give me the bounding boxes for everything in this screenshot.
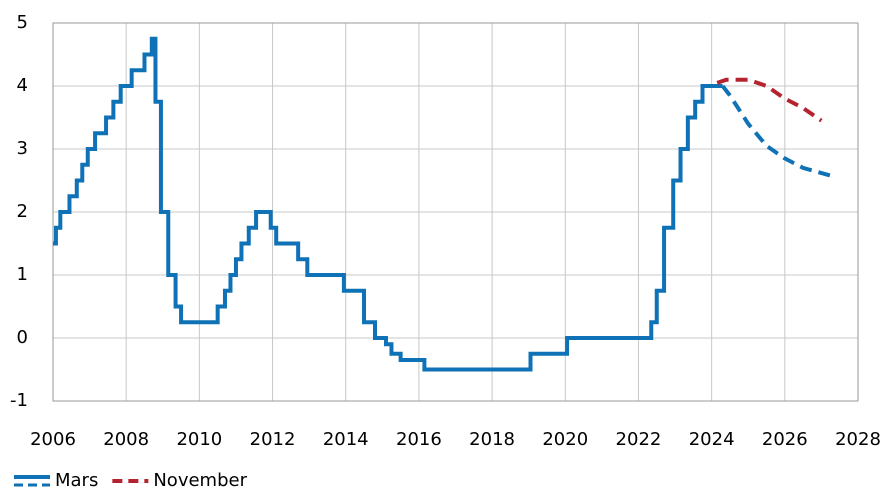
y-tick-label: -1 [10,390,28,411]
x-tick-label: 2020 [542,429,588,450]
y-tick-label: 4 [17,75,28,96]
x-tick-label: 2028 [835,429,881,450]
y-tick-label: 3 [17,138,28,159]
x-tick-label: 2014 [323,429,369,450]
plot-frame [52,22,859,402]
y-tick-label: 5 [17,12,28,33]
x-tick-label: 2006 [30,429,76,450]
x-tick-label: 2026 [762,429,808,450]
y-tick-label: 1 [17,264,28,285]
x-tick-label: 2012 [250,429,296,450]
x-tick-label: 2022 [616,429,662,450]
legend-label: November [153,470,247,490]
x-tick-label: 2016 [396,429,442,450]
forecast-line [721,84,833,179]
forecast-line [716,77,823,123]
y-tick-label: 2 [17,201,28,222]
x-tick-label: 2018 [469,429,515,450]
history-line [53,36,723,372]
x-tick-label: 2008 [103,429,149,450]
y-tick-label: 0 [17,327,28,348]
x-tick-label: 2010 [176,429,222,450]
x-tick-label: 2024 [689,429,735,450]
legend-label: Mars [55,470,98,490]
